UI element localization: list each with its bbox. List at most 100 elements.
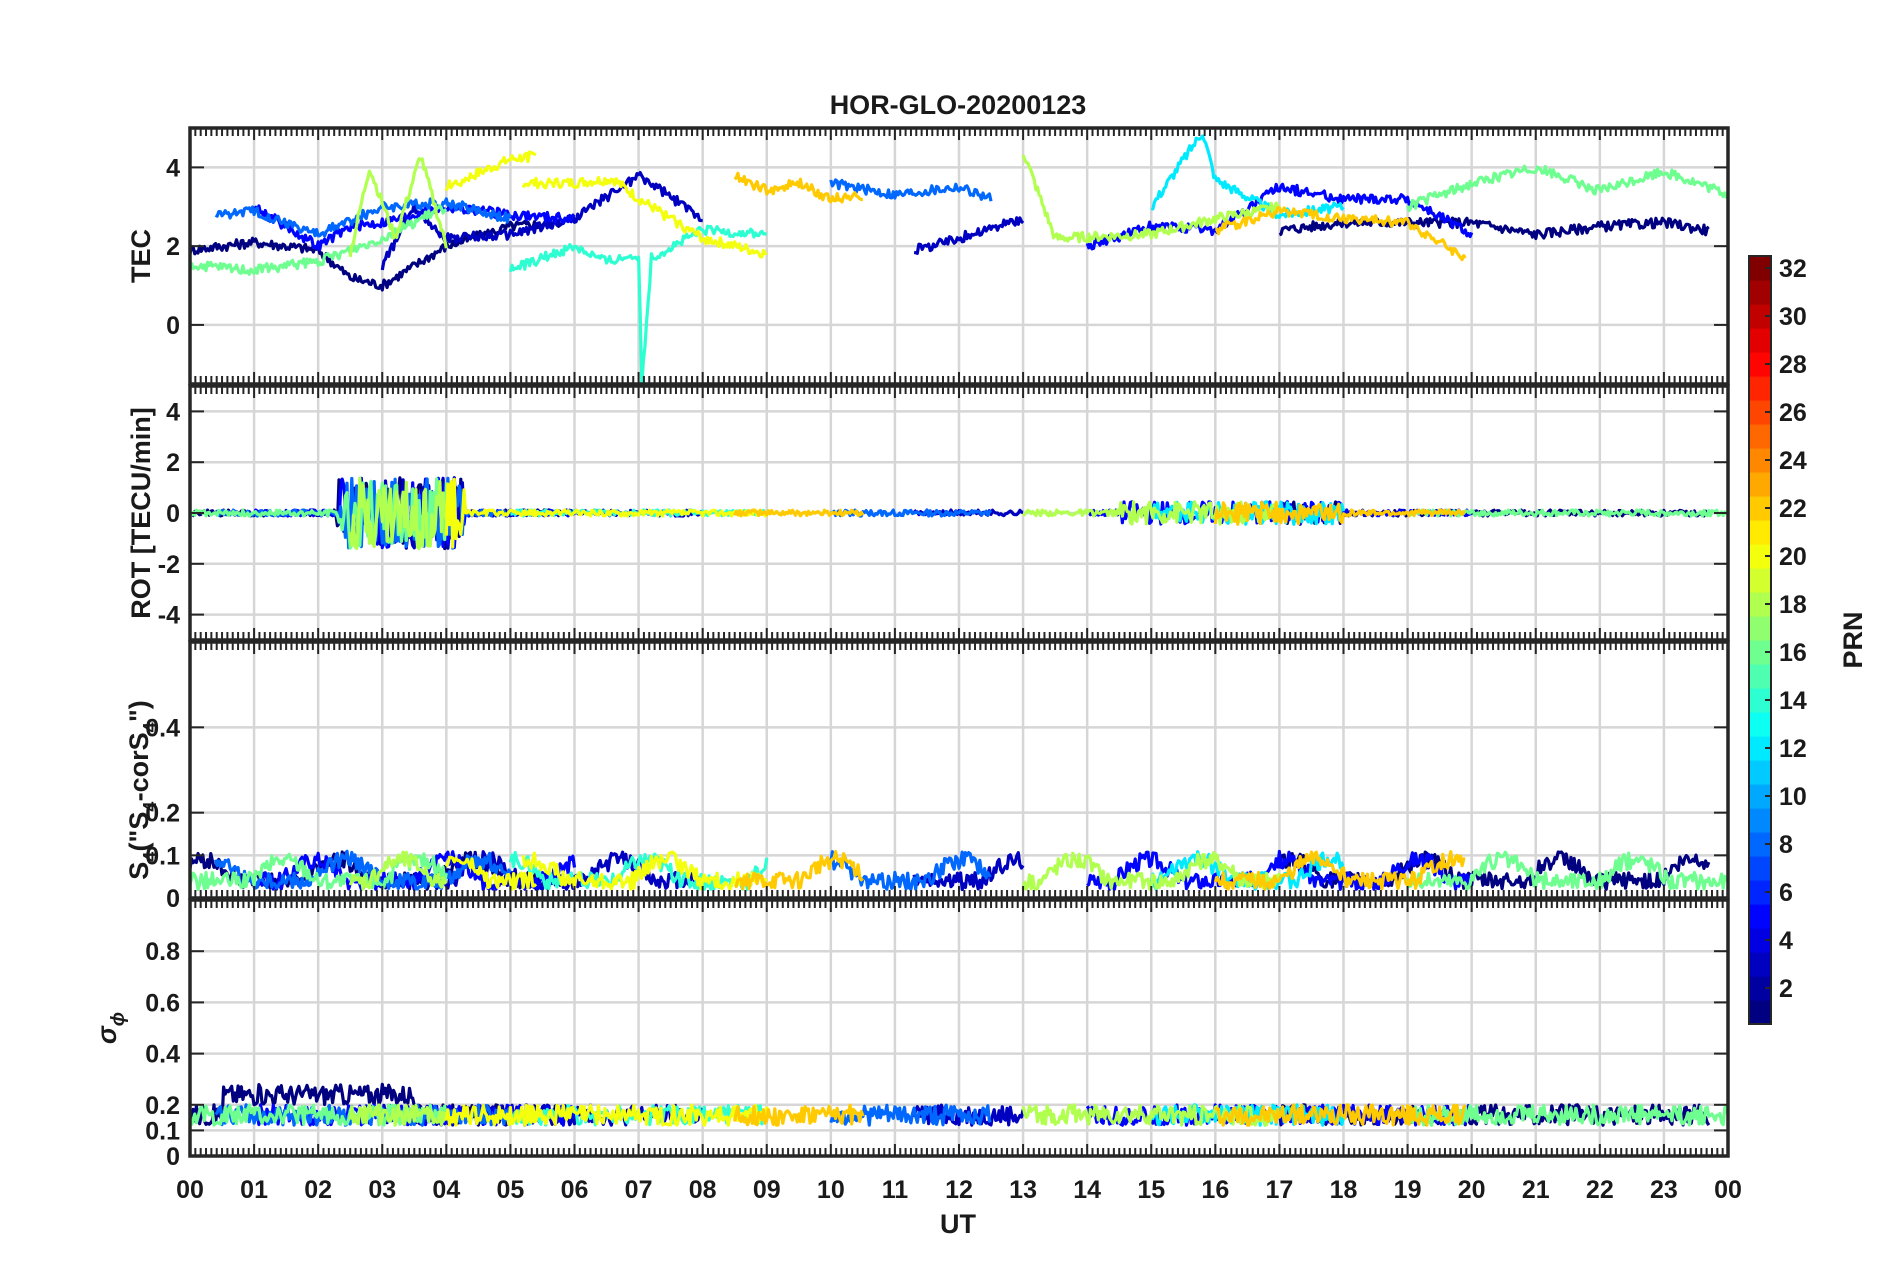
colorbar-swatch: [1749, 880, 1771, 905]
series-line-prn-20: [521, 175, 768, 259]
series-line-prn-20: [521, 850, 769, 891]
series-line-prn-14: [508, 224, 767, 384]
colorbar-swatch: [1749, 328, 1771, 353]
colorbar-swatch: [1749, 928, 1771, 953]
y-tick-label: 0.6: [145, 989, 180, 1017]
colorbar-swatch: [1749, 736, 1771, 761]
y-tick-label: 4: [166, 398, 180, 426]
y-axis-label: ROT [TECU/min]: [126, 407, 156, 618]
series-group: [190, 1082, 1728, 1127]
x-tick-label: 08: [689, 1176, 717, 1204]
x-tick-label: 16: [1201, 1176, 1229, 1204]
colorbar-label: PRN: [1838, 611, 1868, 668]
colorbar-swatch: [1749, 568, 1771, 593]
series-line-prn-3: [380, 171, 703, 271]
series-line-prn-5: [252, 850, 577, 892]
colorbar-swatch: [1749, 448, 1771, 473]
colorbar-swatch: [1749, 976, 1771, 1001]
x-tick-label: 13: [1009, 1176, 1037, 1204]
colorbar-tick-label: 22: [1779, 495, 1807, 523]
colorbar-swatch: [1749, 352, 1771, 377]
series-line-prn-22: [733, 171, 864, 204]
colorbar-tick-label: 30: [1779, 303, 1807, 331]
colorbar-swatch: [1749, 688, 1771, 713]
grid: [190, 128, 1728, 384]
panel-tec: 0 2 4 TEC: [126, 126, 1730, 386]
tick-marks: [189, 128, 1729, 384]
series-line-prn-22: [1215, 206, 1467, 262]
series-line-prn-22: [734, 849, 864, 891]
series-line-prn-3: [913, 216, 1025, 255]
tick-marks: [189, 900, 1729, 1157]
colorbar-swatch: [1749, 304, 1771, 329]
series-line-prn-20: [521, 1103, 769, 1127]
y-tick-label: 0: [166, 1143, 180, 1171]
series-line-prn-14: [508, 850, 769, 891]
tick-marks: [189, 642, 1729, 899]
y-axis-label: σϕ: [92, 1012, 129, 1044]
series-line-prn-5: [252, 202, 576, 252]
colorbar-swatch: [1749, 1000, 1771, 1025]
colorbar-tick-label: 24: [1779, 447, 1807, 475]
x-tick-label: 10: [817, 1176, 845, 1204]
x-tick-label: 18: [1330, 1176, 1358, 1204]
x-tick-labels: 00 01 02 03 04 05 06 07 08 09 10 11 12 13 14 15 16 17 18 19…: [176, 1176, 1742, 1204]
colorbar-swatch: [1749, 280, 1771, 305]
series-line-prn-16: [190, 204, 448, 276]
grid: [190, 642, 1728, 898]
series-line-prn-1: [190, 217, 563, 292]
colorbar-swatch: [1749, 496, 1771, 521]
x-tick-label: 04: [432, 1176, 460, 1204]
colorbar-swatch: [1749, 760, 1771, 785]
y-axis-label: TEC: [126, 229, 156, 283]
x-tick-label: 09: [753, 1176, 781, 1204]
series-line-prn-22: [1214, 1103, 1467, 1127]
colorbar-tick-label: 4: [1779, 927, 1793, 955]
series-line-prn-1: [1278, 216, 1710, 241]
x-tick-label: 03: [368, 1176, 396, 1204]
colorbar-tick-label: 26: [1779, 399, 1807, 427]
x-tick-label: 00: [176, 1176, 204, 1204]
series-line-prn-20: [444, 150, 537, 192]
x-tick-label: 05: [497, 1176, 525, 1204]
y-tick-label: 2: [166, 449, 180, 477]
colorbar-swatch: [1749, 544, 1771, 569]
chart-title: HOR-GLO-20200123: [830, 90, 1087, 120]
colorbar-swatch: [1749, 616, 1771, 641]
colorbar-swatch: [1749, 376, 1771, 401]
series-line-prn-18: [1021, 154, 1281, 244]
series-line-prn-1: [1277, 850, 1711, 892]
colorbar-tick-label: 12: [1779, 735, 1807, 763]
colorbar-swatch: [1749, 664, 1771, 689]
colorbar-swatch: [1749, 592, 1771, 617]
x-tick-label: 17: [1266, 1176, 1294, 1204]
series-line-prn-5: [1086, 849, 1474, 891]
colorbar-tick-label: 32: [1779, 255, 1807, 283]
colorbar-swatch: [1749, 424, 1771, 449]
series-line-prn-18: [348, 850, 448, 891]
y-tick-label: -2: [158, 551, 180, 579]
x-tick-label: 23: [1650, 1176, 1678, 1204]
y-tick-label: 0: [166, 885, 180, 913]
y-tick-label: 0: [166, 500, 180, 528]
grid: [190, 900, 1728, 1156]
x-tick-label: 21: [1522, 1176, 1550, 1204]
x-tick-label: 14: [1073, 1176, 1101, 1204]
series-line-prn-3: [912, 851, 1025, 892]
series-line-prn-16: [1406, 164, 1728, 213]
colorbar-swatch: [1749, 856, 1771, 881]
y-tick-label: 4: [166, 154, 180, 182]
series-line-prn-16: [1406, 850, 1728, 891]
series-group: [190, 849, 1728, 892]
x-tick-label: 19: [1394, 1176, 1422, 1204]
series-group: [190, 476, 1728, 551]
series-line-prn-22: [733, 1103, 865, 1127]
colorbar-swatch: [1749, 400, 1771, 425]
series-line-prn-12: [1150, 134, 1345, 220]
colorbar-swatch: [1749, 712, 1771, 737]
x-axis-label: UT: [940, 1209, 976, 1239]
colorbar-tick-label: 16: [1779, 639, 1807, 667]
colorbar-tick-label: 8: [1779, 831, 1793, 859]
colorbar-tick-label: 18: [1779, 591, 1807, 619]
y-tick-label: 0: [166, 312, 180, 340]
